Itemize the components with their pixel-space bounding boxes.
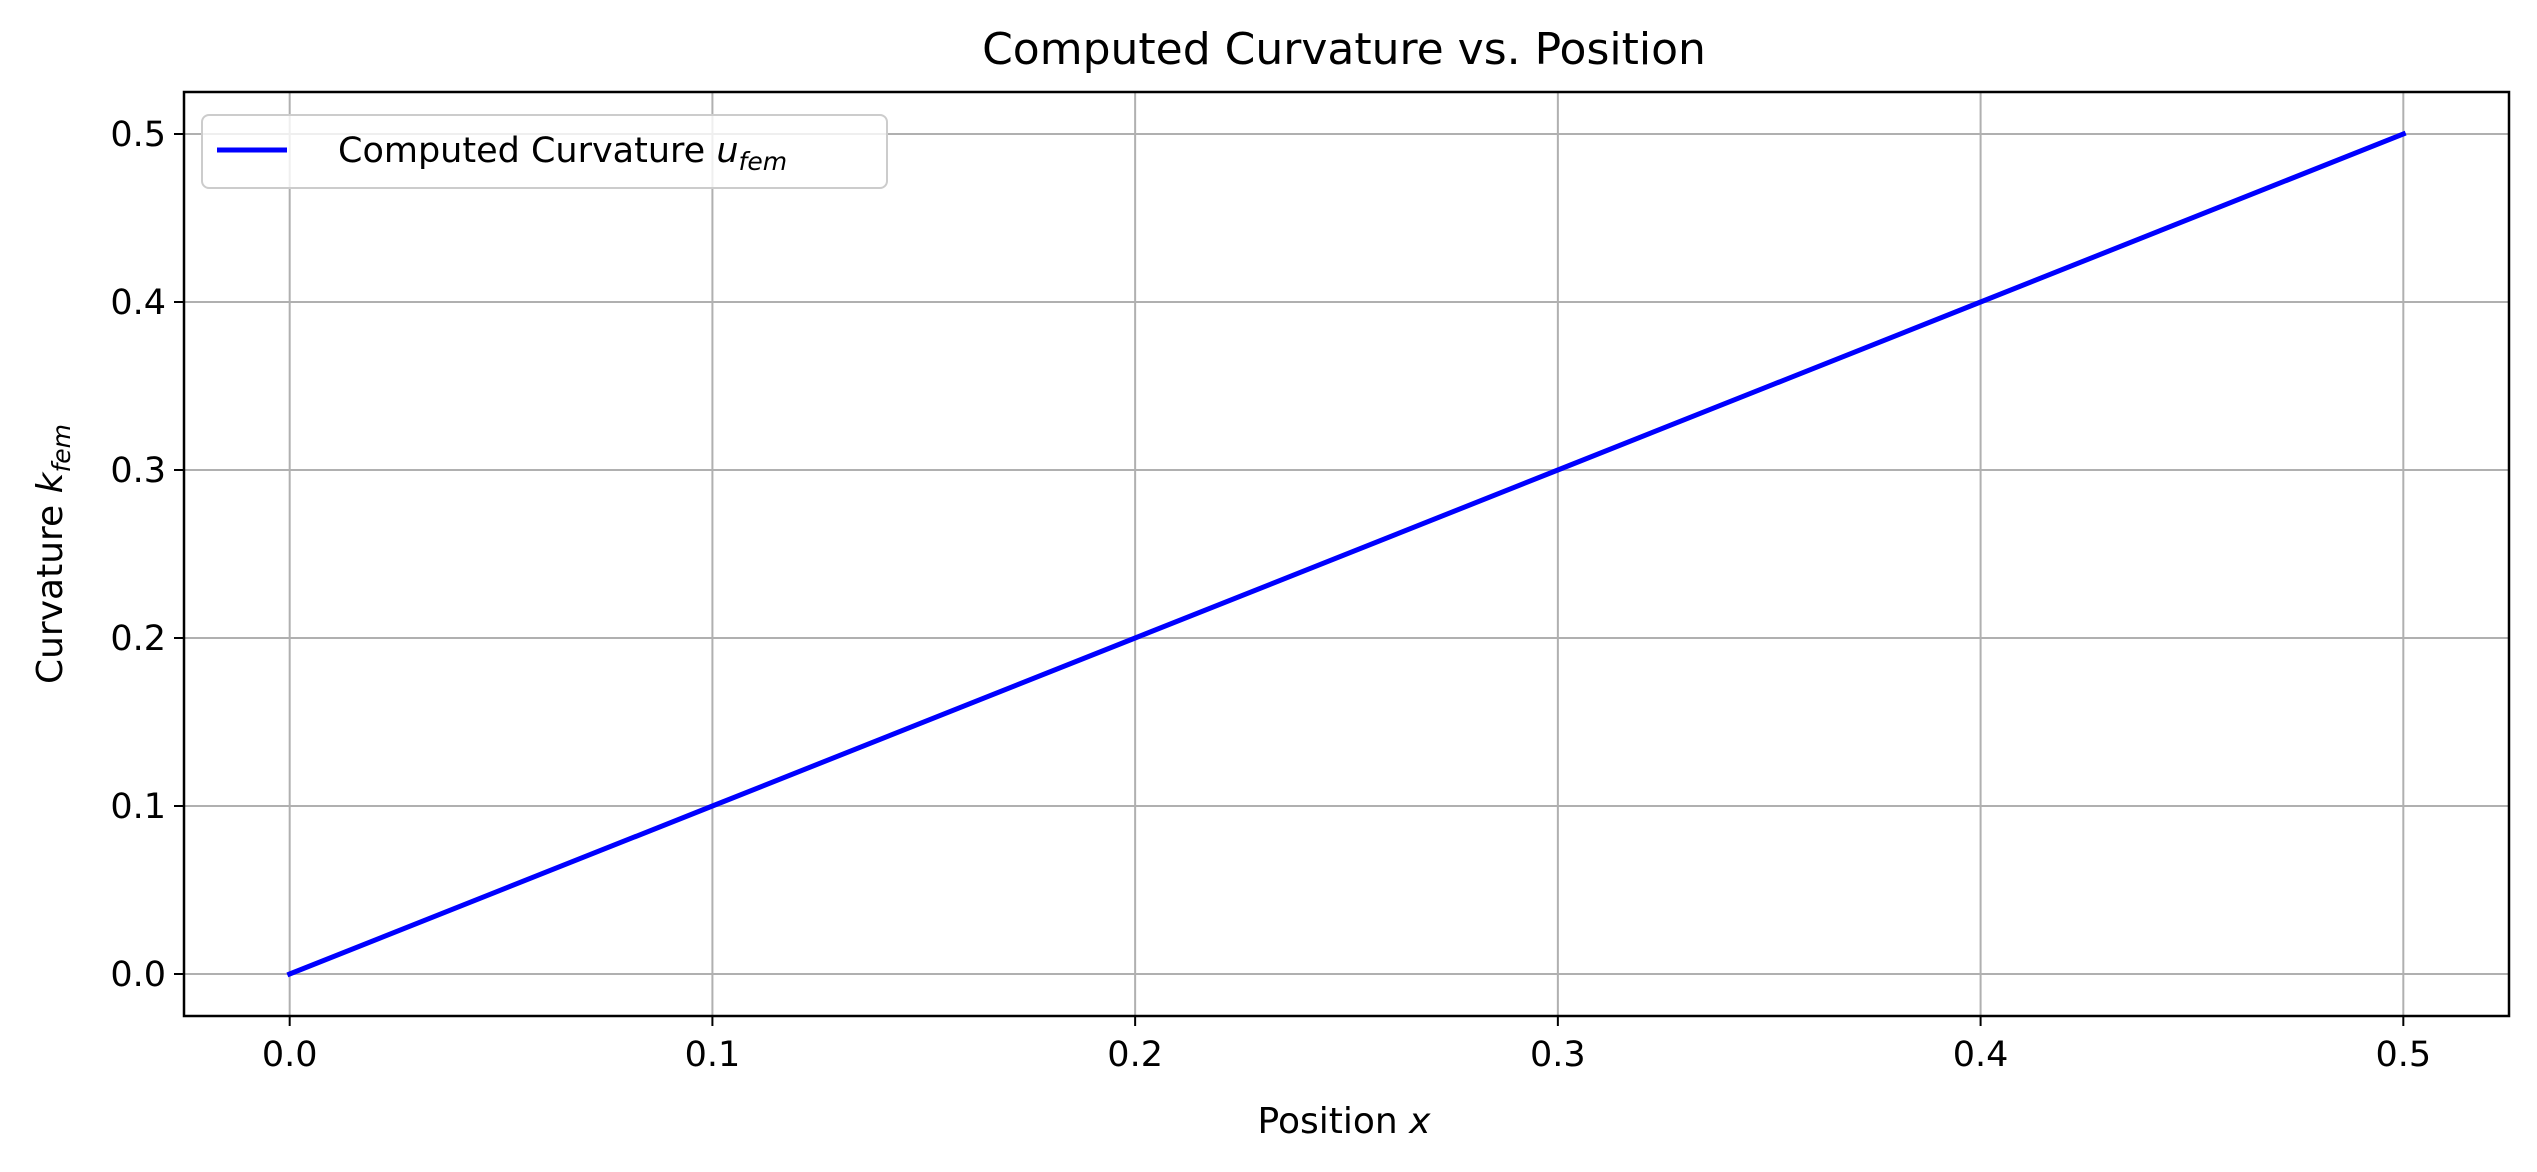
legend-label-var: u <box>716 131 738 171</box>
x-tick-label: 0.2 <box>1107 1035 1163 1075</box>
data-point <box>2403 134 2404 135</box>
x-axis-label: Position x <box>1258 1101 1432 1142</box>
axis-ticks: 0.0 0.1 0.2 0.3 0.4 0.5 0.0 0.1 0.2 0.3 0.4 0.5 <box>110 115 2431 1075</box>
chart-title: Computed Curvature vs. Position <box>982 24 1706 75</box>
grid-lines <box>184 92 2509 1016</box>
y-axis-label-subscript: fem <box>47 424 76 473</box>
data-point <box>1135 638 1136 639</box>
data-point <box>289 974 290 975</box>
data-point <box>1557 470 1558 471</box>
legend-box <box>201 114 888 189</box>
y-tick-label: 0.3 <box>110 451 166 491</box>
series-line <box>286 130 2407 978</box>
plot-frame <box>182 90 2511 1018</box>
y-tick-label: 0.0 <box>110 955 166 995</box>
y-axis-label-text: Curvature <box>30 505 71 684</box>
x-tick-label: 0.1 <box>685 1035 741 1075</box>
legend-label-subscript: fem <box>739 147 788 176</box>
x-tick-label: 0.5 <box>2375 1035 2431 1075</box>
x-tick-label: 0.4 <box>1953 1035 2009 1075</box>
data-point <box>1980 302 1981 303</box>
y-tick-label: 0.1 <box>110 787 166 827</box>
y-axis-label-var: k <box>30 470 71 493</box>
x-tick-label: 0.0 <box>262 1035 318 1075</box>
series-layer <box>286 130 2407 978</box>
x-axis-label-text: Position <box>1258 1101 1398 1142</box>
legend: Computed Curvature ufem <box>201 114 888 189</box>
y-axis-label: Curvature kfem <box>30 424 76 684</box>
legend-label: Computed Curvature ufem <box>338 131 787 176</box>
x-tick-label: 0.3 <box>1530 1035 1586 1075</box>
x-axis-label-var: x <box>1408 1101 1431 1142</box>
y-tick-label: 0.5 <box>110 115 166 155</box>
data-point <box>712 806 713 807</box>
y-tick-label: 0.2 <box>110 619 166 659</box>
legend-label-text: Computed Curvature <box>338 131 705 171</box>
y-tick-label: 0.4 <box>110 283 166 323</box>
